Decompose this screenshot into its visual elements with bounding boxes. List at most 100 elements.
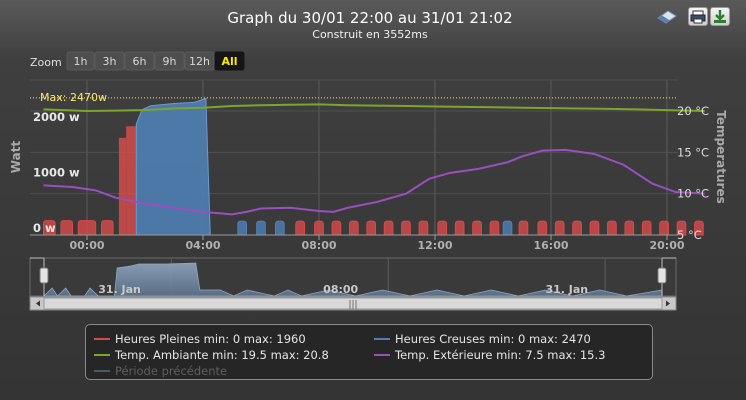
legend-label: Temp. Ambiante min: 19.5 max: 20.8 <box>115 348 329 362</box>
hp-pulse <box>589 220 600 236</box>
zoom-button-3h[interactable]: 3h <box>94 51 125 71</box>
y-right-tick-label: 15 °C <box>677 145 709 159</box>
navigator-series <box>43 262 663 297</box>
legend-item[interactable]: Temp. Extérieure min: 7.5 max: 15.3 <box>374 348 605 362</box>
hp-pulse <box>77 220 97 236</box>
x-tick-label: 04:00 <box>185 239 220 252</box>
hp-pulse <box>314 220 324 236</box>
legend-item[interactable]: Période précédente <box>94 364 227 378</box>
scrollbar-right-arrow <box>666 300 670 307</box>
hp-pulse <box>676 220 687 236</box>
hc-block <box>135 97 211 236</box>
navigator-label: 31. Jan <box>98 283 141 296</box>
plot-area: 00:00 04:00 08:00 12:00 16:00 20:00 0 w 1000 w 2… <box>30 79 709 252</box>
hp-pulse <box>101 220 114 236</box>
zoom-button-bg <box>94 51 125 71</box>
y-left-tick-label: 0 w <box>33 221 56 235</box>
legend-swatch <box>94 369 110 372</box>
y-right-axis-title: Temperatures <box>714 110 728 203</box>
hp-pulse <box>383 220 394 236</box>
zoom-buttons: 1h 3h 6h 9h 12h All <box>66 51 245 71</box>
y-right-tick-label: 5 °C <box>677 228 702 242</box>
hp-pulse <box>418 220 429 236</box>
hc-pulse <box>275 220 285 236</box>
zoom-button-label: 1h <box>74 55 88 68</box>
scrollbar-grip: ||| <box>348 300 357 310</box>
hp-pulse <box>118 137 127 235</box>
legend-label: Heures Pleines min: 0 max: 1960 <box>115 332 306 346</box>
legend: Heures Pleines min: 0 max: 1960 Heures Cr… <box>85 324 653 380</box>
temp-exterieure-line <box>43 148 705 216</box>
legend-label: Période précédente <box>115 364 228 378</box>
hp-pulse <box>694 220 704 236</box>
zoom-button-6h[interactable]: 6h <box>124 51 155 71</box>
hp-pulse <box>537 220 548 236</box>
zoom-button-label: 12h <box>189 55 210 68</box>
print-icon <box>690 10 706 24</box>
navigator[interactable]: 31. Jan 08:00 31. Jan ||| <box>29 257 677 311</box>
navigator-label: 31. Jan <box>545 283 588 296</box>
hp-pulse <box>624 220 635 236</box>
navigator-handle[interactable] <box>657 267 667 284</box>
chart-title: Graph du 30/01 22:00 au 31/01 21:02 <box>227 9 512 27</box>
print-button[interactable] <box>688 7 708 26</box>
hp-pulse <box>572 220 582 236</box>
y-left-tick-label: 1000 w <box>33 166 80 180</box>
x-tick-label: 08:00 <box>301 239 336 252</box>
context-menu-icon[interactable] <box>656 9 678 24</box>
max-line-label: Max: 2470w <box>40 91 107 104</box>
download-button[interactable] <box>710 7 730 26</box>
hp-pulse <box>659 220 669 236</box>
pencil-eraser-icon <box>657 10 677 24</box>
legend-item[interactable]: Heures Pleines min: 0 max: 1960 <box>94 332 306 346</box>
hc-pulse <box>237 220 247 236</box>
hp-pulse <box>295 220 305 236</box>
hp-pulse <box>472 220 482 236</box>
hp-pulse <box>366 220 377 236</box>
zoom-button-label: 3h <box>103 55 117 68</box>
navigator-label: 08:00 <box>323 283 358 296</box>
legend-item[interactable]: Heures Creuses min: 0 max: 2470 <box>374 332 591 346</box>
hp-pulse <box>518 220 529 236</box>
zoom-button-All[interactable]: All <box>214 51 245 71</box>
zoom-button-1h[interactable]: 1h <box>66 51 95 71</box>
hc-pulse <box>256 220 266 236</box>
legend-item[interactable]: Temp. Ambiante min: 19.5 max: 20.8 <box>94 348 329 362</box>
zoom-button-bg <box>124 51 155 71</box>
hp-pulse <box>554 220 565 236</box>
zoom-button-bg <box>184 51 215 71</box>
y-right-tick-label: 10 °C <box>677 187 709 201</box>
legend-swatch <box>94 337 110 340</box>
zoom-button-bg <box>66 51 95 71</box>
zoom-button-bg <box>154 51 185 71</box>
x-tick-label: 16:00 <box>533 239 568 252</box>
navigator-handle[interactable] <box>39 267 49 284</box>
legend-swatch <box>374 353 390 356</box>
temp-ambiante-line <box>43 103 705 113</box>
hp-pulse <box>60 220 73 236</box>
zoom-button-label: 9h <box>163 55 177 68</box>
hp-pulse <box>348 220 359 236</box>
y-left-tick-label: 2000 w <box>33 110 80 124</box>
hp-pulse <box>641 220 652 236</box>
x-tick-label: 12:00 <box>417 239 452 252</box>
hp-pulse <box>489 220 500 236</box>
legend-label: Temp. Extérieure min: 7.5 max: 15.3 <box>395 348 606 362</box>
hp-pulse <box>437 220 448 236</box>
chart-subtitle: Construit en 3552ms <box>312 28 428 41</box>
y-right-tick-label: 20 °C <box>677 104 709 118</box>
scrollbar-thumb <box>43 297 663 310</box>
series-layer <box>30 97 705 236</box>
hp-pulse <box>126 126 137 235</box>
zoom-button-9h[interactable]: 9h <box>154 51 185 71</box>
hp-pulse <box>454 220 465 236</box>
zoom-button-12h[interactable]: 12h <box>184 51 215 71</box>
download-icon <box>714 10 726 23</box>
legend-label: Heures Creuses min: 0 max: 2470 <box>395 332 591 346</box>
hp-pulse <box>43 220 56 236</box>
scrollbar-left-arrow <box>36 300 40 307</box>
hp-pulse <box>401 220 411 236</box>
legend-swatch <box>94 353 110 356</box>
x-tick-label: 00:00 <box>69 239 104 252</box>
